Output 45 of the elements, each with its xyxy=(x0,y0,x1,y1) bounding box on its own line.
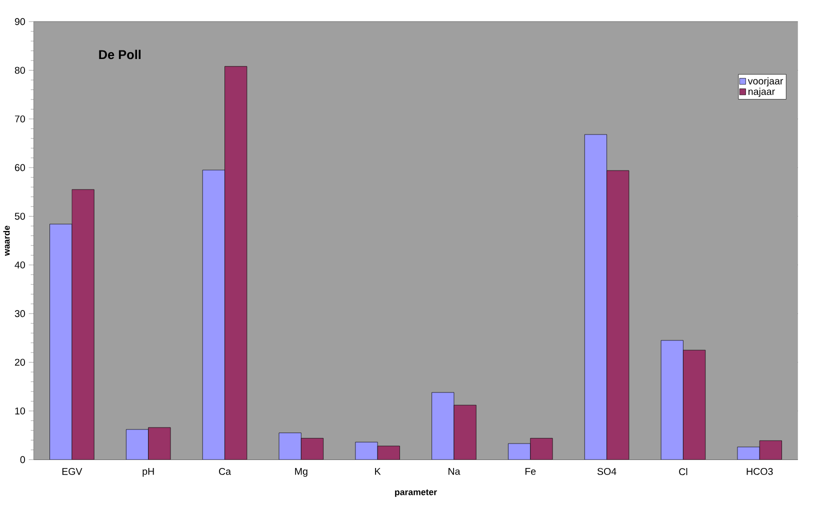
x-tick-label: EGV xyxy=(62,468,82,476)
y-tick-label: 60 xyxy=(14,164,25,172)
bar xyxy=(683,350,706,460)
bar xyxy=(432,392,454,460)
x-tick-label: Fe xyxy=(525,468,536,475)
y-tick-label: 50 xyxy=(14,212,25,220)
bar xyxy=(508,444,531,460)
bar xyxy=(300,438,324,460)
y-tick-label: 0 xyxy=(20,456,25,464)
bar xyxy=(126,429,149,460)
x-tick-label: HCO3 xyxy=(746,468,773,476)
text: De Poll xyxy=(99,50,141,60)
bar xyxy=(660,340,684,460)
bar xyxy=(202,170,225,460)
x-tick-label: Ca xyxy=(218,468,232,476)
bar xyxy=(378,446,400,460)
y-tick-label: 40 xyxy=(14,262,25,269)
x-tick-label: K xyxy=(375,468,381,475)
y-tick-label: 10 xyxy=(15,408,25,415)
y-tick-label: 80 xyxy=(14,66,25,74)
x-tick-label: Mg xyxy=(295,468,308,477)
y-tick-label: 30 xyxy=(14,310,25,318)
bar xyxy=(278,432,302,460)
y-tick-label: 70 xyxy=(14,116,25,123)
legend-label: voorjaar xyxy=(748,77,784,87)
legend-label: najaar xyxy=(748,88,775,98)
bar xyxy=(224,66,248,460)
bar xyxy=(148,427,171,460)
x-axis-title: parameter xyxy=(395,490,437,498)
bar xyxy=(530,438,553,460)
bar xyxy=(454,405,476,460)
bar xyxy=(737,446,760,460)
x-tick-label: SO4 xyxy=(597,468,616,476)
x-tick-label: Cl xyxy=(679,468,688,476)
x-tick-label: pH xyxy=(142,468,154,477)
y-tick-label: 20 xyxy=(14,358,25,366)
y-axis-title: waarde xyxy=(3,226,10,256)
x-tick-label: Na xyxy=(448,468,460,475)
bar xyxy=(584,134,607,460)
bar xyxy=(50,224,72,460)
bar xyxy=(355,442,378,460)
y-tick-label: 90 xyxy=(14,18,25,26)
bar xyxy=(606,170,630,460)
bar xyxy=(759,440,782,460)
bar xyxy=(72,189,94,460)
